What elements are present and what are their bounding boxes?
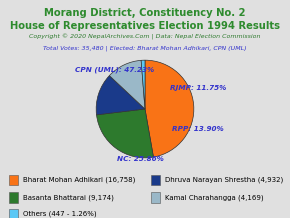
Text: RJMP: 11.75%: RJMP: 11.75% [170, 85, 226, 92]
Text: Bharat Mohan Adhikari (16,758): Bharat Mohan Adhikari (16,758) [23, 177, 136, 183]
Text: Others (447 - 1.26%): Others (447 - 1.26%) [23, 211, 97, 217]
Wedge shape [97, 109, 153, 158]
Wedge shape [145, 60, 194, 157]
Text: Dhruva Narayan Shrestha (4,932): Dhruva Narayan Shrestha (4,932) [165, 177, 284, 183]
Text: House of Representatives Election 1994 Results: House of Representatives Election 1994 R… [10, 21, 280, 31]
Text: RPP: 13.90%: RPP: 13.90% [172, 126, 224, 131]
Text: Total Votes: 35,480 | Elected: Bharat Mohan Adhikari, CPN (UML): Total Votes: 35,480 | Elected: Bharat Mo… [43, 46, 247, 51]
Text: Copyright © 2020 NepalArchives.Com | Data: Nepal Election Commission: Copyright © 2020 NepalArchives.Com | Dat… [29, 34, 261, 40]
Text: Kamal Charahangga (4,169): Kamal Charahangga (4,169) [165, 194, 264, 201]
Text: NC: 25.86%: NC: 25.86% [117, 156, 164, 162]
Text: Morang District, Constituency No. 2: Morang District, Constituency No. 2 [44, 8, 246, 18]
Wedge shape [96, 76, 145, 115]
Text: CPN (UML): 47.23%: CPN (UML): 47.23% [75, 67, 154, 73]
Text: Basanta Bhattarai (9,174): Basanta Bhattarai (9,174) [23, 194, 114, 201]
Wedge shape [109, 60, 145, 109]
Wedge shape [141, 60, 145, 109]
